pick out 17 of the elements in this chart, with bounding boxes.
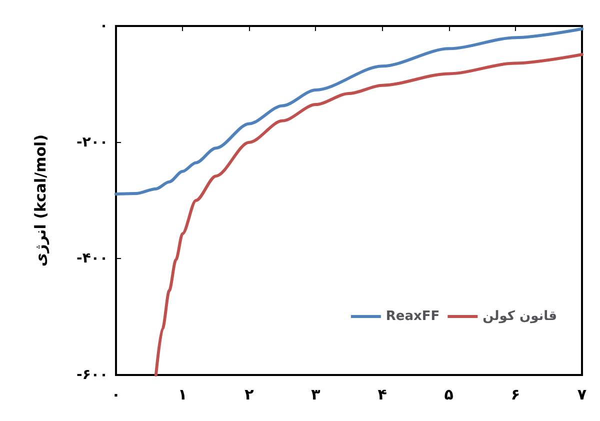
y-tick-label: -۶۰۰ bbox=[76, 367, 108, 383]
x-tick-label: ۲ bbox=[244, 386, 254, 404]
legend-label: قانون کولن bbox=[482, 309, 558, 324]
x-tick-label: ۱ bbox=[178, 386, 188, 404]
y-tick-label: ۰ bbox=[99, 18, 108, 34]
line-series bbox=[154, 53, 584, 376]
x-tick-label: ۰ bbox=[111, 386, 121, 404]
x-tick-label: ۷ bbox=[577, 386, 587, 404]
x-tick-label: ۴ bbox=[378, 386, 387, 404]
y-axis-title: انرژی (kcal/mol) bbox=[32, 134, 50, 267]
x-tick-label: ۵ bbox=[444, 386, 454, 404]
legend-label: ReaxFF bbox=[386, 309, 440, 324]
line-series bbox=[114, 27, 584, 196]
x-tick-label: ۶ bbox=[510, 386, 520, 404]
x-tick-label: ۳ bbox=[311, 386, 320, 404]
y-tick-label: -۴۰۰ bbox=[76, 250, 108, 267]
y-tick-label: -۲۰۰ bbox=[76, 134, 108, 150]
